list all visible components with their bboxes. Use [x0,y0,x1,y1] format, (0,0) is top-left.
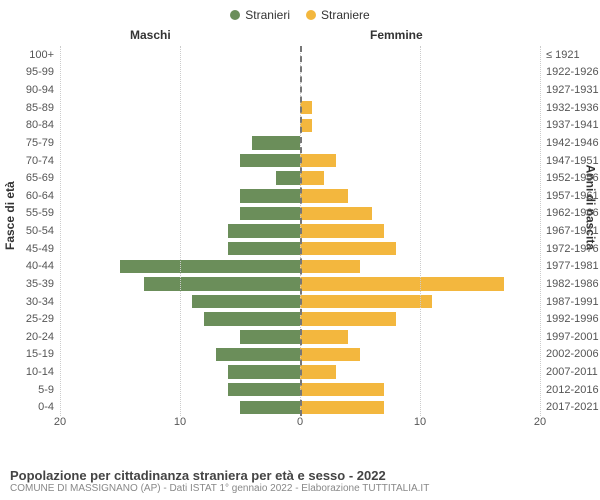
bar-male [228,383,300,396]
birth-year-label: 2017-2021 [540,401,600,413]
bar-male [276,171,300,184]
header-female: Femmine [370,28,423,42]
center-line [300,46,302,416]
x-tick-label: 20 [54,416,66,428]
birth-year-label: 1942-1946 [540,137,600,149]
legend-swatch-female [306,10,316,20]
x-tick-label: 0 [297,416,303,428]
bar-female [300,277,504,290]
bar-male [240,401,300,414]
birth-year-label: 1932-1936 [540,102,600,114]
bar-male [216,348,300,361]
bar-male [240,330,300,343]
chart-subtitle: COMUNE DI MASSIGNANO (AP) - Dati ISTAT 1… [10,483,590,494]
birth-year-label: ≤ 1921 [540,49,600,61]
age-label: 60-64 [2,190,60,202]
bar-male [144,277,300,290]
age-label: 95-99 [2,66,60,78]
bar-female [300,154,336,167]
chart-footer: Popolazione per cittadinanza straniera p… [10,468,590,494]
legend: Stranieri Straniere [0,0,600,22]
x-tick-label: 20 [534,416,546,428]
bar-female [300,224,384,237]
bar-female [300,312,396,325]
header-male: Maschi [130,28,171,42]
plot-area: 100+≤ 192195-991922-192690-941927-193185… [60,46,540,436]
bar-female [300,171,324,184]
legend-item-male: Stranieri [230,8,290,22]
bar-male [192,295,300,308]
birth-year-label: 1957-1961 [540,190,600,202]
bar-male [240,207,300,220]
birth-year-label: 1977-1981 [540,260,600,272]
age-label: 90-94 [2,84,60,96]
bar-male [240,189,300,202]
birth-year-label: 1982-1986 [540,278,600,290]
birth-year-label: 1997-2001 [540,331,600,343]
x-tick-label: 10 [174,416,186,428]
age-label: 25-29 [2,313,60,325]
age-label: 30-34 [2,296,60,308]
chart-title: Popolazione per cittadinanza straniera p… [10,468,590,483]
bar-female [300,383,384,396]
bar-female [300,242,396,255]
age-label: 40-44 [2,260,60,272]
bar-male [120,260,300,273]
birth-year-label: 2002-2006 [540,348,600,360]
birth-year-label: 1947-1951 [540,155,600,167]
bar-female [300,365,336,378]
birth-year-label: 1922-1926 [540,66,600,78]
grid-line [180,46,181,416]
age-label: 70-74 [2,155,60,167]
bar-female [300,295,432,308]
birth-year-label: 1927-1931 [540,84,600,96]
age-label: 0-4 [2,401,60,413]
age-label: 15-19 [2,348,60,360]
age-label: 85-89 [2,102,60,114]
bar-male [228,224,300,237]
age-label: 50-54 [2,225,60,237]
bar-female [300,207,372,220]
x-axis-ticks: 201001020 [60,416,540,436]
age-label: 65-69 [2,172,60,184]
age-label: 100+ [2,49,60,61]
birth-year-label: 1962-1966 [540,207,600,219]
grid-line [540,46,541,416]
age-label: 10-14 [2,366,60,378]
birth-year-label: 1952-1956 [540,172,600,184]
birth-year-label: 2012-2016 [540,384,600,396]
legend-swatch-male [230,10,240,20]
age-label: 55-59 [2,207,60,219]
age-label: 5-9 [2,384,60,396]
legend-label-male: Stranieri [245,8,290,22]
x-tick-label: 10 [414,416,426,428]
population-pyramid-chart: Stranieri Straniere Maschi Femmine Fasce… [0,0,600,500]
age-label: 20-24 [2,331,60,343]
bar-female [300,348,360,361]
birth-year-label: 1972-1976 [540,243,600,255]
age-label: 80-84 [2,119,60,131]
birth-year-label: 1992-1996 [540,313,600,325]
birth-year-label: 2007-2011 [540,366,600,378]
bar-male [204,312,300,325]
grid-line [420,46,421,416]
bar-female [300,189,348,202]
legend-item-female: Straniere [306,8,370,22]
grid-line [60,46,61,416]
bar-male [228,365,300,378]
age-label: 35-39 [2,278,60,290]
bar-female [300,260,360,273]
bar-female [300,330,348,343]
birth-year-label: 1967-1971 [540,225,600,237]
bar-male [228,242,300,255]
bar-female [300,401,384,414]
age-label: 75-79 [2,137,60,149]
birth-year-label: 1937-1941 [540,119,600,131]
bar-male [240,154,300,167]
legend-label-female: Straniere [321,8,370,22]
birth-year-label: 1987-1991 [540,296,600,308]
bar-male [252,136,300,149]
age-label: 45-49 [2,243,60,255]
